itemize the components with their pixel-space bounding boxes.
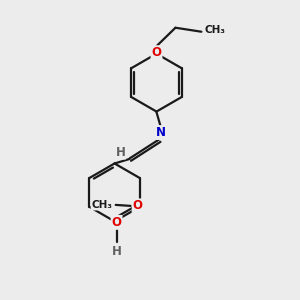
Text: H: H [112, 245, 122, 258]
Text: methoxy: methoxy [101, 203, 108, 204]
Text: O: O [133, 200, 142, 212]
Text: O: O [112, 216, 122, 229]
Text: N: N [155, 126, 166, 139]
Text: O: O [152, 46, 161, 59]
Text: H: H [116, 146, 125, 159]
Text: CH₃: CH₃ [91, 200, 112, 210]
Text: CH₃: CH₃ [205, 25, 226, 35]
